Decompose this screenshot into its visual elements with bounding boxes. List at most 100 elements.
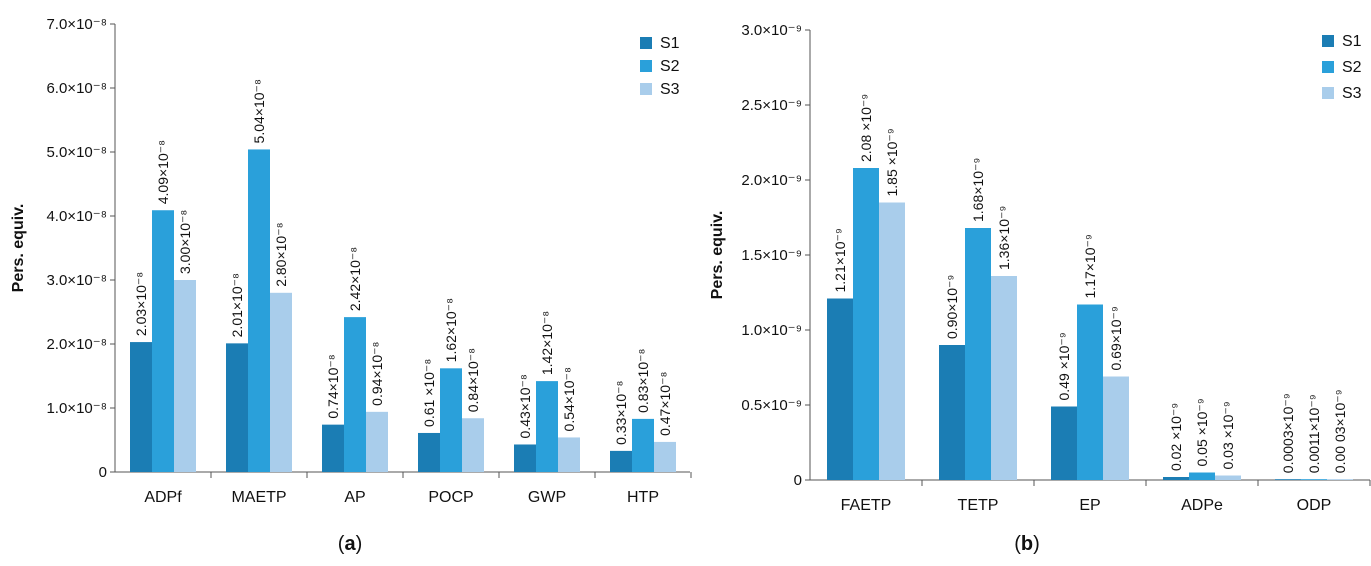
bar-s1 [610, 450, 632, 472]
legend-label: S1 [660, 35, 680, 52]
bar-s1 [1051, 406, 1077, 480]
panel-label-letter: a [344, 533, 356, 555]
bar-s2 [344, 317, 366, 472]
bar-s2 [440, 368, 462, 472]
data-label: 1.42×10⁻⁸ [539, 311, 555, 375]
bar-s1 [226, 343, 248, 472]
legend-swatch-s1 [1322, 35, 1334, 47]
y-axis-title: Pers. equiv. [10, 204, 27, 293]
category-label: HTP [627, 489, 659, 506]
category-label: ADPe [1181, 497, 1223, 514]
bar-s2 [1301, 479, 1327, 480]
data-label: 0.02 ×10⁻⁹ [1168, 403, 1184, 471]
data-label: 1.36×10⁻⁹ [996, 206, 1012, 270]
y-tick-label: 4.0×10⁻⁸ [46, 208, 107, 225]
bar-s2 [853, 168, 879, 480]
data-label: 2.03×10⁻⁸ [133, 272, 149, 336]
data-label: 0.0003×10⁻⁹ [1280, 393, 1296, 473]
data-label: 4.09×10⁻⁸ [155, 140, 171, 204]
y-tick-label: 0 [99, 464, 107, 481]
data-label: 0.69×10⁻⁹ [1108, 306, 1124, 370]
bar-s3 [1327, 479, 1353, 480]
y-axis-title: Pers. equiv. [709, 211, 726, 300]
data-label: 0.47×10⁻⁸ [657, 372, 673, 436]
data-label: 1.17×10⁻⁹ [1082, 234, 1098, 298]
category-label: EP [1079, 497, 1100, 514]
bar-s3 [1215, 475, 1241, 480]
bar-s2 [632, 418, 654, 472]
bar-s1 [514, 444, 536, 472]
y-tick-label: 6.0×10⁻⁸ [46, 80, 107, 97]
category-label: POCP [428, 489, 473, 506]
panel-label-close: ) [356, 533, 363, 555]
y-tick-label: 1.0×10⁻⁸ [46, 400, 107, 417]
panel-label-letter: b [1021, 533, 1033, 555]
data-label: 0.90×10⁻⁹ [944, 275, 960, 339]
data-label: 2.08 ×10⁻⁹ [858, 94, 874, 162]
y-tick-label: 3.0×10⁻⁹ [741, 22, 802, 39]
category-label: GWP [528, 489, 566, 506]
data-label: 0.43×10⁻⁸ [517, 374, 533, 438]
category-label: AP [344, 489, 365, 506]
data-label: 0.84×10⁻⁸ [465, 348, 481, 412]
bar-s2 [536, 381, 558, 472]
bar-s1 [1163, 477, 1189, 480]
panel-label-open: ( [1014, 533, 1021, 555]
data-label: 0.74×10⁻⁸ [325, 354, 341, 418]
panel-label-close: ) [1033, 533, 1040, 555]
data-label: 0.61 ×10⁻⁸ [421, 359, 437, 427]
data-label: 2.01×10⁻⁸ [229, 273, 245, 337]
data-label: 0.83×10⁻⁸ [635, 348, 651, 412]
category-label: ODP [1297, 497, 1332, 514]
bar-s1 [827, 298, 853, 480]
category-label: FAETP [841, 497, 892, 514]
data-label: 1.68×10⁻⁹ [970, 158, 986, 222]
y-tick-label: 3.0×10⁻⁸ [46, 272, 107, 289]
chart-panel-b: 0 0.5×10⁻⁹ 1.0×10⁻⁹ 1.5×10⁻⁹ 2.0×10⁻⁹ 2.5×10⁻… [709, 22, 1371, 555]
data-label: 0.54×10⁻⁸ [561, 367, 577, 431]
bar-s1 [1275, 479, 1301, 480]
bar-s1 [939, 345, 965, 480]
bar-s2 [152, 210, 174, 473]
category-label: MAETP [231, 489, 286, 506]
data-label: 0.00 03×10⁻⁹ [1332, 389, 1348, 473]
bar-s3 [1103, 376, 1129, 480]
data-label: 0.49 ×10⁻⁹ [1056, 332, 1072, 400]
data-label: 0.03 ×10⁻⁹ [1220, 401, 1236, 469]
panel-label-open: ( [338, 533, 345, 555]
data-label: 1.85 ×10⁻⁹ [884, 128, 900, 196]
panel-label: (a) [338, 533, 362, 555]
category-label: TETP [958, 497, 999, 514]
legend-swatch-s2 [1322, 61, 1334, 73]
chart-panel-a: 0 1.0×10⁻⁸ 2.0×10⁻⁸ 3.0×10⁻⁸ 4.0×10⁻⁸ 5.0×10⁻… [10, 16, 692, 555]
data-label: 3.00×10⁻⁸ [177, 210, 193, 274]
data-label: 5.04×10⁻⁸ [251, 79, 267, 143]
data-label: 0.0011×10⁻⁹ [1306, 394, 1322, 473]
legend-swatch-s3 [640, 83, 652, 95]
y-tick-label: 0 [794, 472, 802, 489]
legend-label: S3 [660, 81, 680, 98]
data-label: 2.80×10⁻⁸ [273, 222, 289, 286]
legend-label: S1 [1342, 33, 1362, 50]
bar-s2 [248, 149, 270, 472]
bar-s3 [462, 418, 484, 472]
y-tick-label: 2.0×10⁻⁹ [741, 172, 802, 189]
bar-s3 [366, 411, 388, 472]
bar-s3 [654, 441, 676, 472]
bar-s3 [270, 292, 292, 472]
bar-s1 [418, 432, 440, 472]
panel-label: (b) [1014, 533, 1040, 555]
y-tick-label: 0.5×10⁻⁹ [741, 397, 802, 414]
data-label: 1.21×10⁻⁹ [832, 228, 848, 292]
legend-swatch-s1 [640, 37, 652, 49]
y-tick-label: 2.0×10⁻⁸ [46, 336, 107, 353]
bar-s3 [991, 276, 1017, 480]
y-tick-label: 7.0×10⁻⁸ [46, 16, 107, 33]
y-tick-label: 2.5×10⁻⁹ [741, 97, 802, 114]
data-label: 2.42×10⁻⁸ [347, 247, 363, 311]
bar-s2 [1077, 304, 1103, 480]
data-label: 0.33×10⁻⁸ [613, 380, 629, 444]
legend-swatch-s3 [1322, 87, 1334, 99]
bar-s3 [879, 202, 905, 480]
